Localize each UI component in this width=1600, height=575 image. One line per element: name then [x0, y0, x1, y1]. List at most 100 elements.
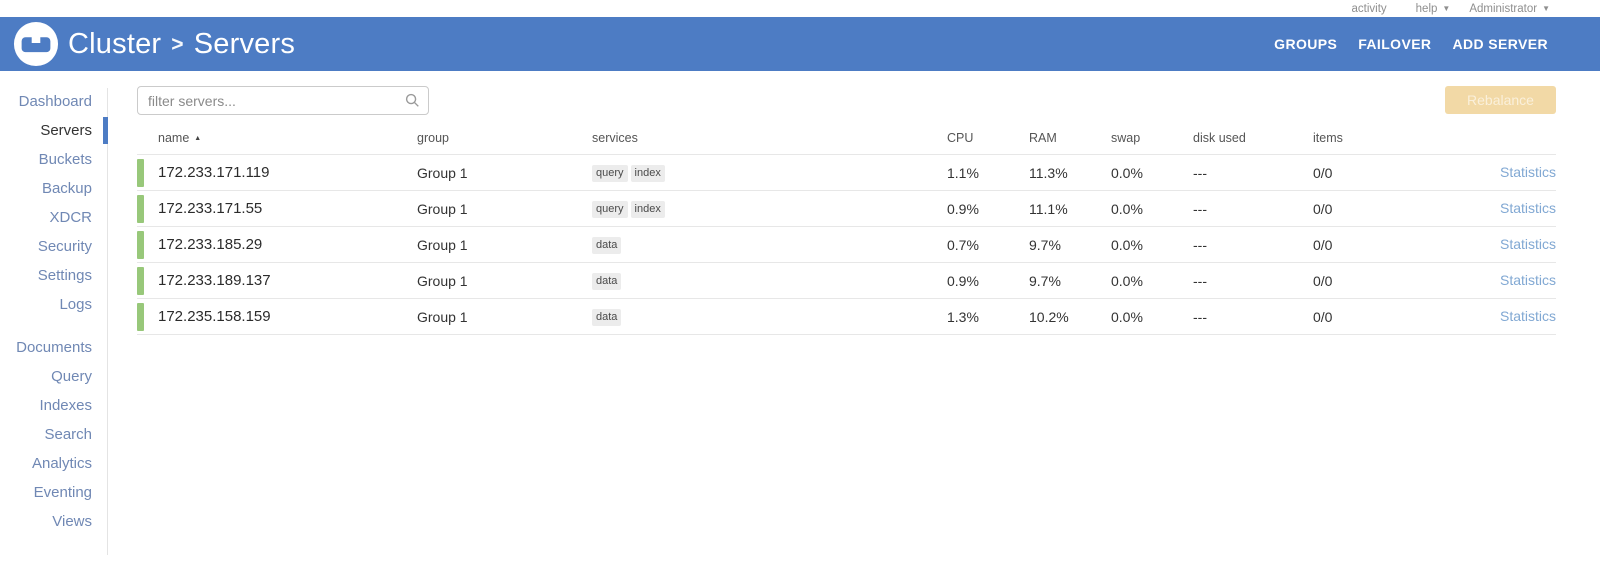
server-ram: 11.3%: [1029, 164, 1068, 181]
server-row[interactable]: 172.233.189.137 Group 1 data 0.9% 9.7% 0…: [137, 263, 1556, 299]
server-name: 172.233.185.29: [158, 236, 263, 253]
server-disk-used: ---: [1193, 200, 1207, 217]
breadcrumb-cluster[interactable]: Cluster: [68, 27, 162, 60]
server-health-indicator: [137, 266, 144, 295]
server-items: 0/0: [1313, 236, 1333, 253]
servers-table: name ▲ group services CPU RAM swap disk …: [137, 122, 1556, 335]
server-cpu: 0.7%: [947, 236, 979, 253]
search-icon: [405, 93, 420, 108]
help-menu[interactable]: help ▼: [1416, 3, 1451, 15]
column-header-cpu[interactable]: CPU: [947, 131, 974, 145]
activity-link[interactable]: activity: [1351, 2, 1387, 15]
sidebar-item[interactable]: Analytics: [31, 455, 92, 472]
breadcrumb: Cluster > Servers: [68, 28, 295, 61]
service-badge: data: [592, 273, 622, 290]
breadcrumb-separator: >: [171, 33, 184, 56]
help-menu-label: help: [1415, 2, 1438, 15]
server-name-cell: 172.233.171.119: [137, 158, 417, 187]
server-cpu: 1.3%: [947, 308, 979, 325]
statistics-link[interactable]: Statistics: [1499, 163, 1556, 180]
statistics-link[interactable]: Statistics: [1499, 199, 1556, 216]
statistics-link[interactable]: Statistics: [1499, 271, 1556, 288]
servers-table-header: name ▲ group services CPU RAM swap disk …: [137, 122, 1556, 155]
server-disk-used: ---: [1193, 164, 1207, 181]
column-header-ram[interactable]: RAM: [1029, 131, 1057, 145]
chevron-down-icon: ▼: [1442, 3, 1451, 13]
top-utility-bar: activity help ▼ Administrator ▼: [0, 0, 1600, 17]
server-ram: 9.7%: [1029, 236, 1061, 253]
sidebar-item[interactable]: Documents: [16, 339, 92, 356]
server-row[interactable]: 172.235.158.159 Group 1 data 1.3% 10.2% …: [137, 299, 1556, 335]
column-header-items[interactable]: items: [1313, 131, 1343, 145]
column-header-group[interactable]: group: [417, 131, 449, 145]
server-swap: 0.0%: [1111, 200, 1143, 217]
server-disk-used: ---: [1193, 272, 1207, 289]
service-badge: index: [630, 165, 665, 182]
server-services: query index: [592, 199, 947, 218]
add-server-button[interactable]: ADD SERVER: [1452, 36, 1548, 52]
server-ram: 10.2%: [1029, 308, 1069, 325]
sidebar-item[interactable]: Logs: [59, 296, 92, 313]
column-header-disk-used[interactable]: disk used: [1193, 131, 1246, 145]
sidebar-item[interactable]: Servers: [0, 116, 108, 145]
sidebar-item[interactable]: Eventing: [33, 484, 92, 501]
user-menu[interactable]: Administrator ▼: [1469, 3, 1550, 15]
column-header-services[interactable]: services: [592, 131, 638, 145]
server-items: 0/0: [1313, 272, 1333, 289]
sidebar-item[interactable]: Settings: [37, 267, 92, 284]
filter-servers-input[interactable]: [137, 86, 429, 115]
server-services: data: [592, 307, 947, 326]
service-badge: index: [630, 201, 665, 218]
sidebar-divider: [107, 88, 108, 555]
service-badge: query: [592, 201, 628, 218]
server-health-indicator: [137, 194, 144, 223]
sidebar-item[interactable]: Indexes: [39, 397, 92, 414]
server-swap: 0.0%: [1111, 272, 1143, 289]
server-name-cell: 172.233.189.137: [137, 266, 417, 295]
server-items: 0/0: [1313, 308, 1333, 325]
server-row[interactable]: 172.233.171.119 Group 1 query index 1.1% …: [137, 155, 1556, 191]
server-items: 0/0: [1313, 164, 1333, 181]
server-name-cell: 172.233.171.55: [137, 194, 417, 223]
server-stats-cell: Statistics: [1433, 164, 1556, 182]
server-cpu: 1.1%: [947, 164, 979, 181]
server-ram: 11.1%: [1029, 200, 1068, 217]
server-disk-used: ---: [1193, 236, 1207, 253]
column-header-name-label: name: [158, 131, 190, 145]
server-swap: 0.0%: [1111, 308, 1143, 325]
groups-button[interactable]: GROUPS: [1274, 36, 1338, 52]
sidebar-item[interactable]: Security: [37, 238, 92, 255]
sidebar-item[interactable]: Query: [51, 368, 92, 385]
server-disk-used: ---: [1193, 308, 1207, 325]
failover-button[interactable]: FAILOVER: [1358, 36, 1432, 52]
server-swap: 0.0%: [1111, 236, 1143, 253]
server-stats-cell: Statistics: [1433, 236, 1556, 254]
statistics-link[interactable]: Statistics: [1499, 235, 1556, 252]
filter-box: [137, 86, 429, 115]
sidebar-item[interactable]: Views: [52, 513, 92, 530]
server-name: 172.235.158.159: [158, 308, 271, 325]
couchbase-logo-icon: [13, 21, 59, 67]
sidebar-item[interactable]: Dashboard: [18, 93, 92, 110]
chevron-down-icon: ▼: [1542, 3, 1550, 13]
server-row[interactable]: 172.233.185.29 Group 1 data 0.7% 9.7% 0.…: [137, 227, 1556, 263]
server-cpu: 0.9%: [947, 200, 979, 217]
sidebar-item[interactable]: Search: [44, 426, 92, 443]
column-header-swap[interactable]: swap: [1111, 131, 1141, 145]
column-header-name[interactable]: name ▲: [137, 131, 417, 145]
sidebar-item[interactable]: Backup: [41, 180, 92, 197]
sidebar-secondary-group: Documents Query Indexes Search Analytics Even…: [0, 333, 107, 536]
statistics-link[interactable]: Statistics: [1499, 307, 1556, 324]
server-health-indicator: [137, 230, 144, 259]
sidebar-primary-group: Dashboard Servers Buckets Backup XDCR Securit…: [0, 87, 108, 319]
user-menu-label: Administrator: [1469, 2, 1538, 15]
server-name: 172.233.171.55: [158, 200, 263, 217]
server-row[interactable]: 172.233.171.55 Group 1 query index 0.9% 1…: [137, 191, 1556, 227]
server-ram: 9.7%: [1029, 272, 1061, 289]
server-swap: 0.0%: [1111, 164, 1143, 181]
rebalance-button[interactable]: Rebalance: [1445, 86, 1556, 114]
server-group: Group 1: [417, 164, 468, 181]
sidebar-item[interactable]: XDCR: [49, 209, 92, 226]
service-badge: data: [592, 237, 622, 254]
sidebar-item[interactable]: Buckets: [38, 151, 92, 168]
